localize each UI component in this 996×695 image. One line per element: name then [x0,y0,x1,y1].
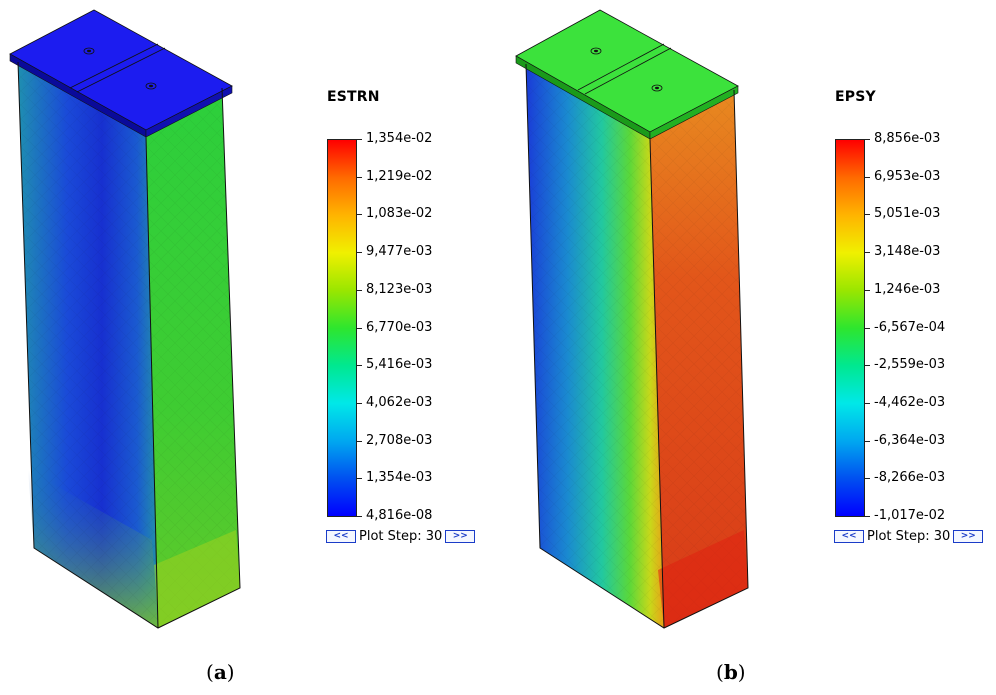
panel-b: EPSY 8,856e-03 6,953e-03 5,051e-03 3,148e-0… [498,0,996,695]
legend-tick-label: -2,559e-03 [874,357,946,373]
legend-tick-mark [357,327,362,329]
legend-tick-mark [357,402,362,404]
next-step-button[interactable]: >> [445,530,476,543]
legend-title: ESTRN [327,89,380,105]
legend-tick-label: -6,567e-04 [874,319,946,335]
legend-tick-mark [357,478,362,480]
legend-tick-mark [865,176,870,178]
legend-tick-label: 3,148e-03 [874,244,941,260]
bolt-hole-icon [83,47,95,55]
bolt-hole-icon [651,84,663,92]
legend-tick-label: 1,354e-02 [366,131,433,146]
right-face-bottom-tint [154,530,240,628]
top-plate-edge-side [145,85,233,138]
bolt-hole-icon [590,47,602,55]
legend-tick-label: 1,219e-02 [366,168,433,184]
legend-tick-mark [865,365,870,367]
legend-tick-mark [357,365,362,367]
legend-tick-mark [865,478,870,480]
right-face-bottom-tint [658,530,748,628]
legend-tick-mark [865,289,870,291]
color-scale-bar [327,139,357,517]
previous-step-button[interactable]: << [326,530,356,543]
bolt-hole-center-icon [149,84,153,88]
legend-tick-label: 8,123e-03 [366,281,433,297]
plate-seam-2 [76,47,166,93]
legend-tick-label: 1,246e-03 [874,281,941,297]
bolt-hole-center-icon [87,49,91,53]
legend-tick-label: 8,856e-03 [874,131,941,146]
bolt-hole-icon [145,82,157,90]
caption-b: (b) [716,660,746,684]
legend-tick-mark [357,252,362,254]
legend-tick-label: 4,062e-03 [366,394,433,410]
plot-step-label: Plot Step: 30 [867,529,951,544]
legend-tick-mark [865,139,870,140]
legend-tick-label: 5,416e-03 [366,357,433,373]
plate-seam-2 [584,47,672,95]
panel-a: ESTRN 1,354e-02 1,219e-02 1,083e-02 9,477e-… [9,9,476,684]
legend-tick-label: -4,462e-03 [874,394,946,410]
legend-tick-label: 6,953e-03 [874,168,941,184]
column-model-epsy [515,9,749,629]
legend-tick-mark [865,402,870,404]
plot-step-control: << Plot Step: 30 >> [834,529,984,544]
color-scale-bar [835,139,865,517]
legend-tick-label: 4,816e-08 [366,508,433,523]
legend-tick-label: -6,364e-03 [874,432,946,448]
caption-a: (a) [206,660,235,684]
legend-title: EPSY [835,89,876,105]
legend-tick-mark [865,516,870,517]
legend-tick-label: 1,083e-02 [366,206,433,222]
legend-tick-mark [357,139,362,140]
column-model-estrn [9,9,241,629]
legend-tick-label: 5,051e-03 [874,206,941,222]
legend-tick-label: -1,017e-02 [874,508,946,523]
legend-tick-label: 9,477e-03 [366,244,433,260]
legend-tick-mark [865,214,870,216]
legend-tick-mark [357,440,362,442]
legend-tick-label: -8,266e-03 [874,470,946,486]
bolt-hole-center-icon [594,49,598,53]
legend-tick-mark [865,252,870,254]
legend-tick-mark [865,327,870,329]
legend-tick-mark [865,440,870,442]
next-step-button[interactable]: >> [953,530,984,543]
legend-tick-mark [357,214,362,216]
legend-tick-label: 6,770e-03 [366,319,433,335]
previous-step-button[interactable]: << [834,530,864,543]
plot-step-label: Plot Step: 30 [359,529,443,544]
plot-step-control: << Plot Step: 30 >> [326,529,476,544]
top-plate-edge-side [649,85,739,140]
legend-tick-mark [357,289,362,291]
plate-seam [69,43,159,89]
legend-tick-mark [357,176,362,178]
legend-tick-label: 2,708e-03 [366,432,433,448]
legend-tick-mark [357,516,362,517]
plate-seam [577,43,665,91]
bolt-hole-center-icon [655,86,659,90]
legend-tick-label: 1,354e-03 [366,470,433,486]
